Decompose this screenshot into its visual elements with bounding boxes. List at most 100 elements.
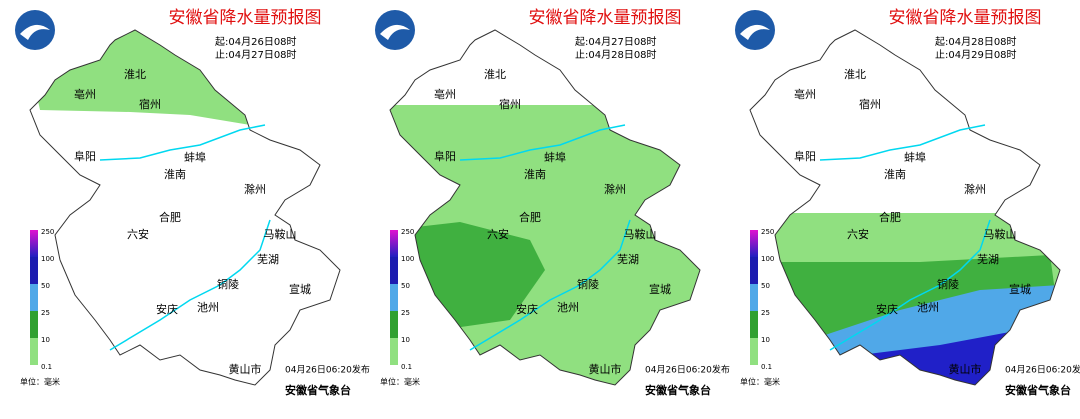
city-label: 合肥 [879,210,901,224]
city-label: 亳州 [794,87,816,101]
city-label: 蚌埠 [544,150,566,164]
unit: 单位：毫米 [380,377,420,387]
legend-swatch [750,257,758,284]
river [109,219,271,351]
legend-swatch [30,311,38,338]
city-label: 芜湖 [977,252,999,266]
city-label: 阜阳 [74,150,96,163]
legend-label: 250 [761,228,774,236]
rain-area [390,105,700,385]
start-time: 起:04月27日08时 [575,36,657,48]
river [819,124,986,161]
unit: 单位：毫米 [740,377,780,387]
city-label: 安庆 [876,302,898,316]
legend-label: 10 [41,336,50,344]
unit: 单位：毫米 [20,377,60,387]
org: 安徽省气象台 [645,383,711,397]
title: 安徽省降水量预报图 [889,8,1042,28]
city-label: 阜阳 [434,150,456,163]
legend-label: 0.1 [401,363,412,371]
river [469,219,631,351]
legend-swatch [30,257,38,284]
legend-label: 50 [41,282,50,290]
city-label: 亳州 [74,87,96,101]
city-label: 淮北 [844,68,866,81]
city-label: 六安 [847,227,869,241]
org: 安徽省气象台 [1005,383,1071,397]
city-label: 宣城 [1009,282,1031,296]
city-label: 安庆 [156,302,178,316]
city-label: 铜陵 [217,277,239,291]
city-label: 蚌埠 [184,150,206,164]
legend-swatch [390,230,398,257]
issued: 04月26日06:20发布 [285,364,370,376]
legend-label: 250 [401,228,414,236]
legend-swatch [750,284,758,311]
city-label: 合肥 [519,210,541,224]
legend-label: 0.1 [41,363,52,371]
legend-swatch [30,230,38,257]
legend-swatch [390,257,398,284]
legend-swatch [750,230,758,257]
map-fill [30,30,340,385]
city-label: 淮南 [884,168,906,181]
city-label: 滁州 [244,182,266,196]
city-label: 池州 [197,301,219,314]
legend-label: 25 [761,309,770,317]
title: 安徽省降水量预报图 [529,8,682,28]
city-label: 铜陵 [577,277,599,291]
start-time: 起:04月26日08时 [215,36,297,48]
city-label: 阜阳 [794,150,816,163]
end-time: 止:04月27日08时 [215,49,297,61]
legend-label: 100 [41,255,54,263]
city-label: 淮北 [484,68,506,81]
river [829,219,991,351]
city-label: 蚌埠 [904,150,926,164]
legend-label: 50 [401,282,410,290]
city-label: 宣城 [289,282,311,296]
map-fill [750,30,1060,385]
legend-label: 25 [41,309,50,317]
city-label: 黄山市 [229,362,262,376]
city-label: 铜陵 [937,277,959,291]
city-label: 黄山市 [589,362,622,376]
legend-swatch [750,311,758,338]
city-label: 芜湖 [617,252,639,266]
legend-label: 100 [401,255,414,263]
legend-label: 0.1 [761,363,772,371]
city-label: 亳州 [434,87,456,101]
river [99,124,266,161]
legend-swatch [750,338,758,365]
start-time: 起:04月28日08时 [935,36,1017,48]
city-label: 合肥 [159,210,181,224]
city-label: 六安 [487,227,509,241]
city-label: 池州 [917,301,939,314]
issued: 04月26日06:20发布 [645,364,730,376]
end-time: 止:04月29日08时 [935,49,1017,61]
city-label: 马鞍山 [264,227,297,241]
city-label: 宣城 [649,282,671,296]
legend-swatch [390,311,398,338]
city-label: 宿州 [859,97,881,111]
legend-label: 10 [761,336,770,344]
legend-swatch [30,284,38,311]
legend-label: 25 [401,309,410,317]
legend-label: 100 [761,255,774,263]
river [459,124,626,161]
city-label: 黄山市 [949,362,982,376]
city-label: 池州 [557,301,579,314]
city-label: 淮南 [524,168,546,181]
org: 安徽省气象台 [285,383,351,397]
logo-wave [740,24,770,40]
city-label: 滁州 [604,182,626,196]
legend-swatch [390,338,398,365]
city-label: 滁州 [964,182,986,196]
legend-label: 10 [401,336,410,344]
end-time: 止:04月28日08时 [575,49,657,61]
issued: 04月26日06:20发布 [1005,364,1080,376]
city-label: 淮南 [164,168,186,181]
legend-label: 50 [761,282,770,290]
city-label: 马鞍山 [624,227,657,241]
